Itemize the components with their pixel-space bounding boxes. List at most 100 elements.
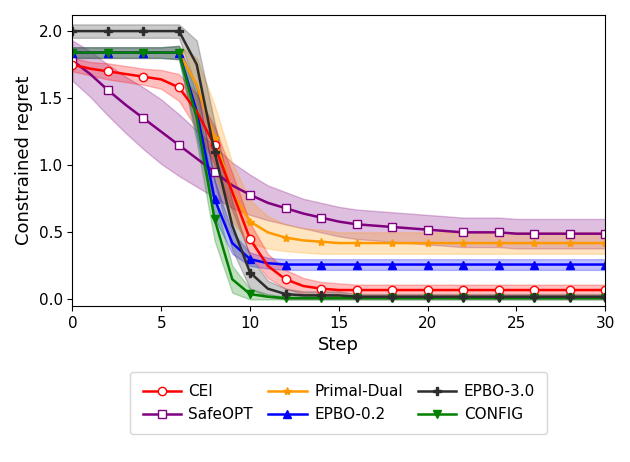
CONFIG (175, 50, 183, 55)
EPBO-3.0 (229, 223, 236, 228)
Primal-Dual (548, 240, 556, 246)
EPBO-3.0 (175, 28, 183, 34)
Y-axis label: Constrained regret: Constrained regret (15, 76, 33, 245)
EPBO-3.0 (335, 292, 343, 298)
CONFIG (370, 295, 378, 301)
CEI (477, 287, 484, 293)
CONFIG (318, 295, 325, 301)
Primal-Dual (158, 50, 165, 55)
CONFIG (442, 295, 449, 301)
CONFIG (335, 295, 343, 301)
CONFIG (459, 295, 467, 301)
SafeOPT (210, 169, 218, 175)
SafeOPT (246, 192, 254, 198)
EPBO-0.2 (442, 262, 449, 267)
CONFIG (602, 295, 609, 301)
Primal-Dual (229, 189, 236, 195)
EPBO-0.2 (566, 262, 573, 267)
EPBO-0.2 (513, 262, 520, 267)
SafeOPT (86, 71, 94, 77)
SafeOPT (513, 231, 520, 237)
Primal-Dual (477, 240, 484, 246)
CEI (318, 286, 325, 292)
CEI (548, 287, 556, 293)
Primal-Dual (282, 235, 289, 241)
CEI (566, 287, 573, 293)
EPBO-3.0 (246, 270, 254, 275)
Primal-Dual (335, 240, 343, 246)
SafeOPT (370, 223, 378, 228)
EPBO-3.0 (459, 294, 467, 299)
EPBO-0.2 (69, 50, 76, 55)
CEI (86, 66, 94, 72)
CONFIG (584, 295, 592, 301)
Primal-Dual (210, 136, 218, 141)
SafeOPT (495, 230, 503, 235)
SafeOPT (140, 116, 147, 121)
CONFIG (122, 50, 130, 55)
Line: Primal-Dual: Primal-Dual (68, 49, 609, 247)
EPBO-0.2 (602, 262, 609, 267)
CEI (122, 71, 130, 77)
EPBO-0.2 (406, 262, 414, 267)
EPBO-0.2 (175, 50, 183, 55)
CEI (158, 77, 165, 82)
SafeOPT (459, 230, 467, 235)
CONFIG (69, 50, 76, 55)
Primal-Dual (459, 240, 467, 246)
EPBO-3.0 (210, 149, 218, 155)
EPBO-0.2 (318, 262, 325, 267)
CONFIG (104, 50, 112, 55)
EPBO-3.0 (584, 294, 592, 299)
CONFIG (158, 50, 165, 55)
CEI (140, 74, 147, 79)
EPBO-3.0 (477, 294, 484, 299)
EPBO-3.0 (602, 294, 609, 299)
EPBO-3.0 (530, 294, 538, 299)
CONFIG (299, 295, 307, 301)
Primal-Dual (86, 50, 94, 55)
EPBO-0.2 (424, 262, 432, 267)
EPBO-0.2 (210, 196, 218, 201)
CONFIG (193, 116, 200, 121)
CONFIG (530, 295, 538, 301)
EPBO-0.2 (299, 262, 307, 267)
SafeOPT (158, 129, 165, 134)
Legend: CEI, SafeOPT, Primal-Dual, EPBO-0.2, EPBO-3.0, CONFIG: CEI, SafeOPT, Primal-Dual, EPBO-0.2, EPB… (130, 372, 547, 434)
EPBO-3.0 (318, 292, 325, 298)
EPBO-0.2 (229, 240, 236, 246)
CONFIG (86, 50, 94, 55)
CEI (210, 142, 218, 148)
SafeOPT (353, 221, 360, 227)
CONFIG (424, 295, 432, 301)
CONFIG (264, 294, 272, 299)
EPBO-3.0 (282, 291, 289, 297)
CEI (335, 287, 343, 293)
CONFIG (388, 295, 396, 301)
SafeOPT (104, 87, 112, 93)
EPBO-0.2 (459, 262, 467, 267)
CONFIG (406, 295, 414, 301)
EPBO-3.0 (442, 294, 449, 299)
CEI (584, 287, 592, 293)
Primal-Dual (442, 240, 449, 246)
CONFIG (353, 295, 360, 301)
CEI (175, 85, 183, 90)
CONFIG (246, 291, 254, 297)
EPBO-3.0 (513, 294, 520, 299)
EPBO-0.2 (140, 50, 147, 55)
Primal-Dual (140, 50, 147, 55)
SafeOPT (264, 200, 272, 206)
Primal-Dual (530, 240, 538, 246)
EPBO-0.2 (158, 50, 165, 55)
CEI (299, 283, 307, 289)
SafeOPT (282, 206, 289, 211)
CEI (193, 109, 200, 115)
EPBO-0.2 (584, 262, 592, 267)
EPBO-0.2 (282, 262, 289, 267)
SafeOPT (602, 231, 609, 237)
SafeOPT (175, 142, 183, 148)
EPBO-3.0 (193, 62, 200, 67)
Line: EPBO-3.0: EPBO-3.0 (68, 27, 609, 301)
CEI (264, 263, 272, 269)
